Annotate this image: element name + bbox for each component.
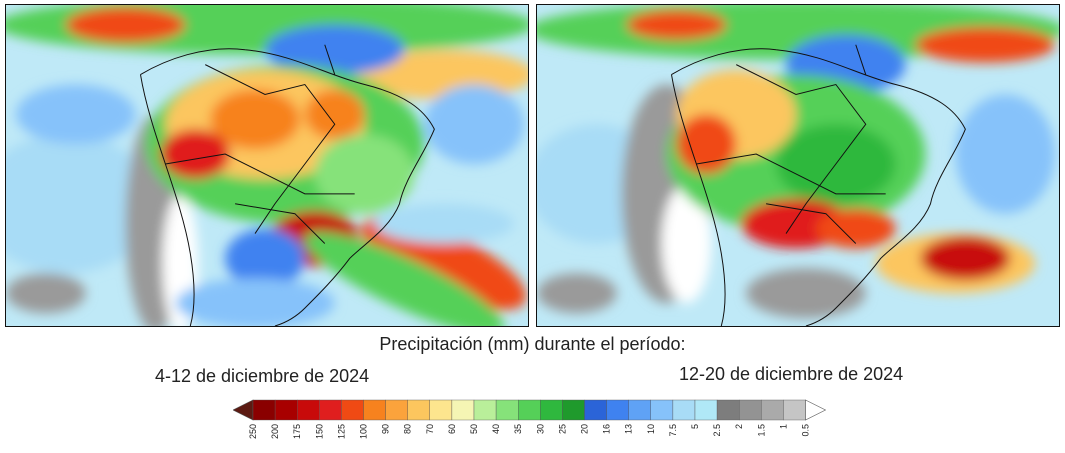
legend-swatch (407, 399, 430, 421)
legend-tick-label: 40 (491, 424, 501, 434)
legend-tick-label: 90 (381, 424, 391, 434)
legend-swatch (296, 399, 320, 421)
precipitation-map-right (536, 4, 1060, 327)
legend-tick-label: 150 (314, 424, 324, 439)
legend-tick-label: 7.5 (668, 424, 678, 437)
legend-swatch (495, 399, 519, 421)
legend-swatch (540, 399, 563, 421)
legend-tick-label: 0.5 (801, 424, 811, 437)
legend-swatch (319, 399, 342, 421)
legend-tick-label: 1.5 (756, 424, 766, 437)
map-left-canvas (6, 5, 528, 326)
legend-swatch (562, 399, 585, 421)
precipitation-map-left (5, 4, 529, 327)
legend-tick-label: 50 (469, 424, 479, 434)
legend-tick-label: 200 (270, 424, 280, 439)
legend-swatch (341, 399, 364, 421)
legend-tick-label: 100 (359, 424, 369, 439)
legend-swatch (584, 399, 607, 421)
legend-tick-label: 2.5 (712, 424, 722, 437)
legend-swatch (473, 399, 497, 421)
legend-tick-label: 16 (602, 424, 612, 434)
legend-title: Precipitación (mm) durante el período: (379, 334, 686, 354)
legend-tick-label: 10 (646, 424, 656, 434)
legend-arrow-min (805, 399, 827, 421)
legend-tick-label: 1 (778, 424, 788, 429)
legend-swatch (650, 399, 674, 421)
legend-tick-label: 20 (580, 424, 590, 434)
legend-tick-label: 35 (513, 424, 523, 434)
legend-swatch (429, 399, 453, 421)
legend-tick-label: 25 (557, 424, 567, 434)
legend-swatch (274, 399, 298, 421)
period-label-left: 4-12 de diciembre de 2024 (155, 366, 370, 386)
period-label-right: 12-20 de diciembre de 2024 (679, 364, 904, 384)
legend-swatch (252, 399, 276, 421)
legend-swatch (672, 399, 696, 421)
legend-swatch (385, 399, 408, 421)
legend-tick-label: 30 (535, 424, 545, 434)
legend-tick-label: 5 (690, 424, 700, 429)
legend-tick-label: 2 (734, 424, 744, 429)
color-legend-bar: 250 200 175 150 125 100 90 80 70 60 50 40 35 30 25 20 16… (233, 399, 827, 439)
legend-swatch (628, 399, 652, 421)
legend-swatch (761, 399, 784, 421)
legend-arrow-max (233, 399, 254, 421)
legend-swatch (363, 399, 386, 421)
legend-tick-label: 70 (425, 424, 435, 434)
legend-swatch (518, 399, 541, 421)
legend-tick-label: 250 (248, 424, 258, 439)
legend-swatch (451, 399, 475, 421)
legend-swatch (739, 399, 762, 421)
legend-tick-label: 13 (624, 424, 634, 434)
legend-swatch (783, 399, 806, 421)
legend-tick-label: 175 (292, 424, 302, 439)
map-right-canvas (537, 5, 1059, 326)
legend-swatch (716, 399, 740, 421)
legend-tick-label: 60 (447, 424, 457, 434)
legend-tick-label: 80 (403, 424, 413, 434)
legend-swatch (694, 399, 718, 421)
legend-tick-label: 125 (336, 424, 346, 439)
color-legend: 250 200 175 150 125 100 90 80 70 60 50 40 35 30 25 20 16… (233, 398, 829, 453)
legend-swatch (606, 399, 629, 421)
